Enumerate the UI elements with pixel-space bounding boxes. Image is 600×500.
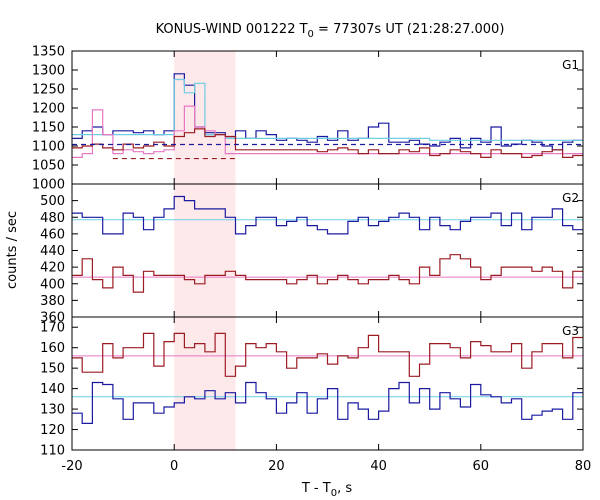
panel-2-y-tick-label: 400 bbox=[40, 277, 65, 292]
panel-1-y-tick-label: 1000 bbox=[32, 178, 65, 193]
panel-1-label: G1 bbox=[562, 58, 579, 72]
panel-3-y-tick-label: 130 bbox=[40, 403, 65, 418]
panel-2-y-tick-label: 380 bbox=[40, 294, 65, 309]
panel-2-label: G2 bbox=[562, 191, 579, 205]
panel-2-y-tick-label: 500 bbox=[40, 194, 65, 209]
series-layer bbox=[72, 73, 583, 424]
axes-frame-layer: G1 G2 G3 bbox=[71, 50, 584, 451]
panel-2-series-3-step-line bbox=[72, 195, 583, 235]
panel-1-frame bbox=[71, 50, 584, 185]
panel-2-y-tick-label: 360 bbox=[40, 311, 65, 326]
panel-3-y-tick-label: 110 bbox=[40, 444, 65, 459]
panel-1-y-tick-label: 1200 bbox=[32, 102, 65, 117]
x-tick-label: -20 bbox=[61, 459, 82, 474]
panel-1-y-tick-label: 1050 bbox=[32, 159, 65, 174]
x-tick-label: 60 bbox=[473, 459, 490, 474]
panel-3-frame bbox=[71, 316, 584, 451]
shaded-interval-panel-3 bbox=[174, 317, 236, 450]
panel-1-y-tick-label: 1250 bbox=[32, 83, 65, 98]
panel-3-y-tick-label: 170 bbox=[40, 321, 65, 336]
panel-3-y-tick-label: 150 bbox=[40, 362, 65, 377]
panel-2-y-tick-label: 420 bbox=[40, 261, 65, 276]
panel-1-y-tick-label: 1100 bbox=[32, 140, 65, 155]
panel-1-y-tick-label: 1350 bbox=[32, 45, 65, 60]
panel-2-y-tick-label: 460 bbox=[40, 227, 65, 242]
x-tick-label: 80 bbox=[575, 459, 592, 474]
panel-2-frame bbox=[71, 183, 584, 318]
x-tick-label: 20 bbox=[268, 459, 285, 474]
panel-3-label: G3 bbox=[562, 324, 579, 338]
panel-1-y-tick-label: 1150 bbox=[32, 121, 65, 136]
tick-labels-layer: 1000105011001150120012501300135036038040… bbox=[32, 45, 591, 475]
fit-lines-layer bbox=[72, 219, 583, 398]
x-tick-label: 0 bbox=[170, 459, 178, 474]
x-axis-label: T - T0, s bbox=[301, 481, 352, 499]
panel-2-y-tick-label: 440 bbox=[40, 244, 65, 259]
chart-title: KONUS-WIND 001222 T0 = 77307s UT (21:28:… bbox=[156, 22, 505, 40]
panel-3-series-4-step-line bbox=[72, 332, 583, 377]
panel-3-y-tick-label: 160 bbox=[40, 341, 65, 356]
panel-3-y-tick-label: 120 bbox=[40, 423, 65, 438]
panel-1-series-2-step-line bbox=[72, 78, 583, 141]
x-tick-label: 40 bbox=[370, 459, 387, 474]
panel-2-series-4-step-line bbox=[72, 254, 583, 293]
panel-2-y-tick-label: 480 bbox=[40, 211, 65, 226]
panel-1-series-4-step-line bbox=[72, 128, 583, 158]
panel-1-y-tick-label: 1300 bbox=[32, 64, 65, 79]
panel-3-series-3-step-line bbox=[72, 381, 583, 424]
panel-3-y-tick-label: 140 bbox=[40, 382, 65, 397]
shaded-interval-panel-2 bbox=[174, 184, 236, 317]
y-axis-label: counts / sec bbox=[5, 211, 20, 289]
